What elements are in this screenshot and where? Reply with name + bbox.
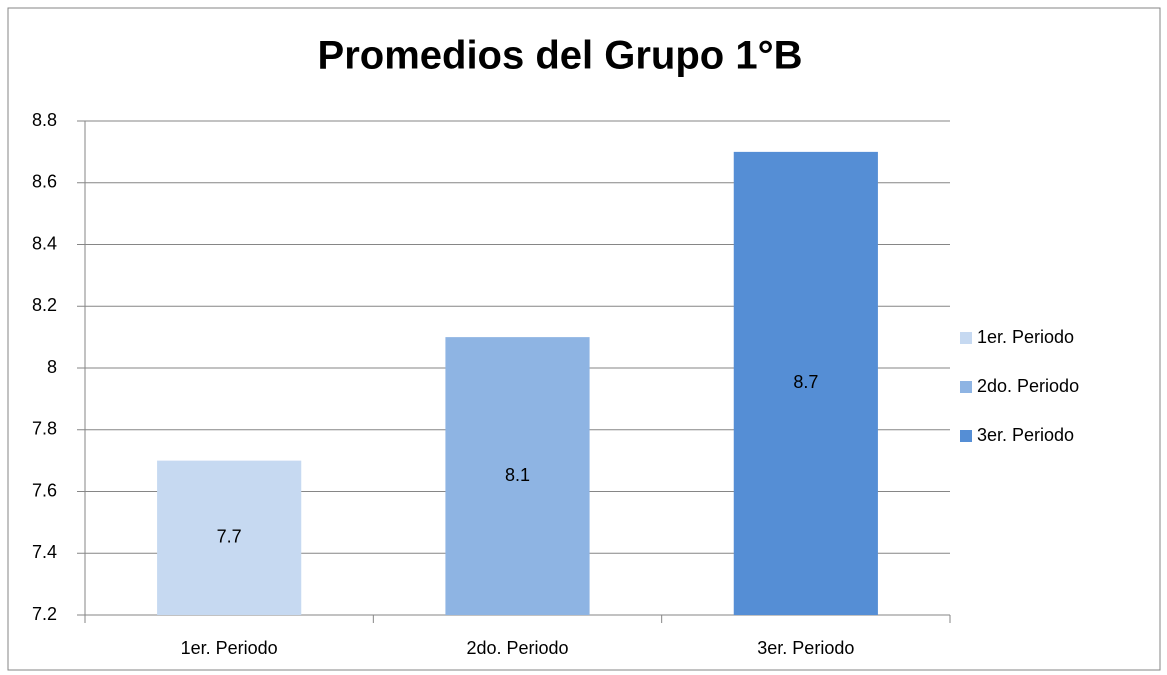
legend-label: 2do. Periodo (977, 376, 1079, 396)
chart-title: Promedios del Grupo 1°B (318, 34, 803, 78)
data-label: 8.1 (505, 465, 530, 485)
legend-swatch (960, 430, 972, 442)
y-tick-label: 7.6 (32, 480, 57, 500)
x-tick-label: 3er. Periodo (757, 638, 854, 658)
y-tick-label: 7.2 (32, 604, 57, 624)
bar (445, 337, 590, 615)
bar (157, 460, 302, 615)
y-tick-label: 8.4 (32, 233, 57, 253)
y-tick-label: 8.6 (32, 172, 57, 192)
y-tick-label: 8 (47, 357, 57, 377)
data-label: 8.7 (793, 372, 818, 392)
bar (733, 151, 878, 615)
y-tick-label: 8.2 (32, 295, 57, 315)
legend-label: 1er. Periodo (977, 327, 1074, 347)
y-tick-label: 8.8 (32, 110, 57, 130)
x-tick-label: 2do. Periodo (466, 638, 568, 658)
x-tick-label: 1er. Periodo (181, 638, 278, 658)
y-tick-label: 7.4 (32, 542, 57, 562)
legend-swatch (960, 381, 972, 393)
y-tick-label: 7.8 (32, 419, 57, 439)
data-label: 7.7 (217, 527, 242, 547)
legend-swatch (960, 332, 972, 344)
legend-label: 3er. Periodo (977, 425, 1074, 445)
